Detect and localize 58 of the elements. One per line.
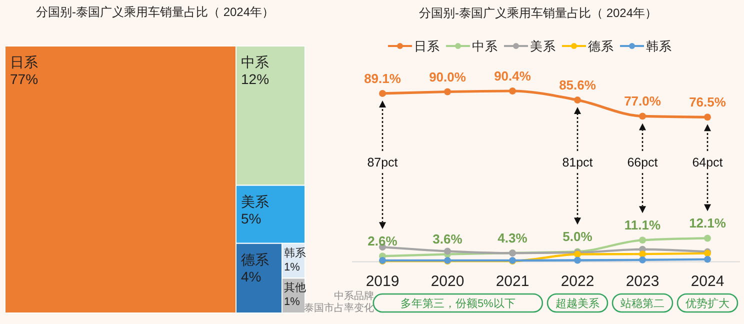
data-label: 90.4% xyxy=(494,68,532,84)
legend-label: 韩系 xyxy=(646,40,672,54)
data-label: 5.0% xyxy=(562,229,593,244)
annotation: 64pct xyxy=(692,156,724,170)
x-tick-label: 2021 xyxy=(496,273,530,290)
text: 站稳第二 xyxy=(620,297,664,310)
point xyxy=(574,256,581,264)
x-tick-label: 2024 xyxy=(690,273,724,290)
point xyxy=(444,248,451,255)
point xyxy=(379,90,386,97)
data-label: 76.5% xyxy=(689,94,726,110)
text: 多年第三，份额5%以下 xyxy=(400,297,516,310)
data-label: 89.1% xyxy=(364,70,402,86)
data-label: 2.6% xyxy=(368,234,398,249)
x-tick-label: 2022 xyxy=(560,273,594,290)
point xyxy=(704,256,711,263)
data-label: 4.3% xyxy=(498,230,528,246)
point xyxy=(639,250,646,258)
legend-label: 美系 xyxy=(530,38,556,54)
point xyxy=(509,88,516,94)
data-label: 12% xyxy=(241,71,270,87)
legend-label: 日系 xyxy=(414,40,440,54)
point xyxy=(704,114,711,121)
data-label: 4% xyxy=(241,268,262,284)
category-label: 美系 xyxy=(241,193,269,210)
point xyxy=(704,234,711,242)
data-label: 77.0% xyxy=(624,94,662,109)
legend-label: 中系 xyxy=(472,40,498,54)
point xyxy=(574,96,581,104)
point xyxy=(639,236,646,244)
annotation: 81pct xyxy=(562,156,594,170)
data-label: 1% xyxy=(284,261,300,274)
data-label: 77% xyxy=(10,71,38,87)
legend-label: 德系 xyxy=(588,40,614,54)
annotation: 87pct xyxy=(367,156,398,170)
data-label: 1% xyxy=(284,296,300,308)
data-label: 85.6% xyxy=(559,78,596,93)
category-label: 其他 xyxy=(284,281,306,294)
data-label: 5% xyxy=(241,210,262,226)
point xyxy=(444,88,451,96)
data-label: 3.6% xyxy=(432,232,463,247)
data-label: 12.1% xyxy=(689,216,726,231)
chart-title: 分国别-泰国广义乘用车销量占比（ 2024年） xyxy=(418,6,658,20)
annotation: 66pct xyxy=(627,156,658,170)
category-label: 日系 xyxy=(10,54,38,70)
text: 优势扩大 xyxy=(686,297,730,310)
category-label: 中系 xyxy=(241,54,269,70)
point xyxy=(639,112,646,120)
x-tick-label: 2019 xyxy=(366,273,400,290)
x-tick-label: 2020 xyxy=(430,273,464,290)
text: 超越美系 xyxy=(556,297,600,310)
data-label: 90.0% xyxy=(429,69,466,84)
category-label: 韩系 xyxy=(284,246,306,260)
point xyxy=(639,256,646,264)
data-label: 11.1% xyxy=(624,218,662,233)
x-tick-label: 2023 xyxy=(626,273,660,290)
text: 分国别-泰国广义乘用车销量占比（ 2024年） xyxy=(36,5,274,19)
category-label: 德系 xyxy=(241,251,269,268)
